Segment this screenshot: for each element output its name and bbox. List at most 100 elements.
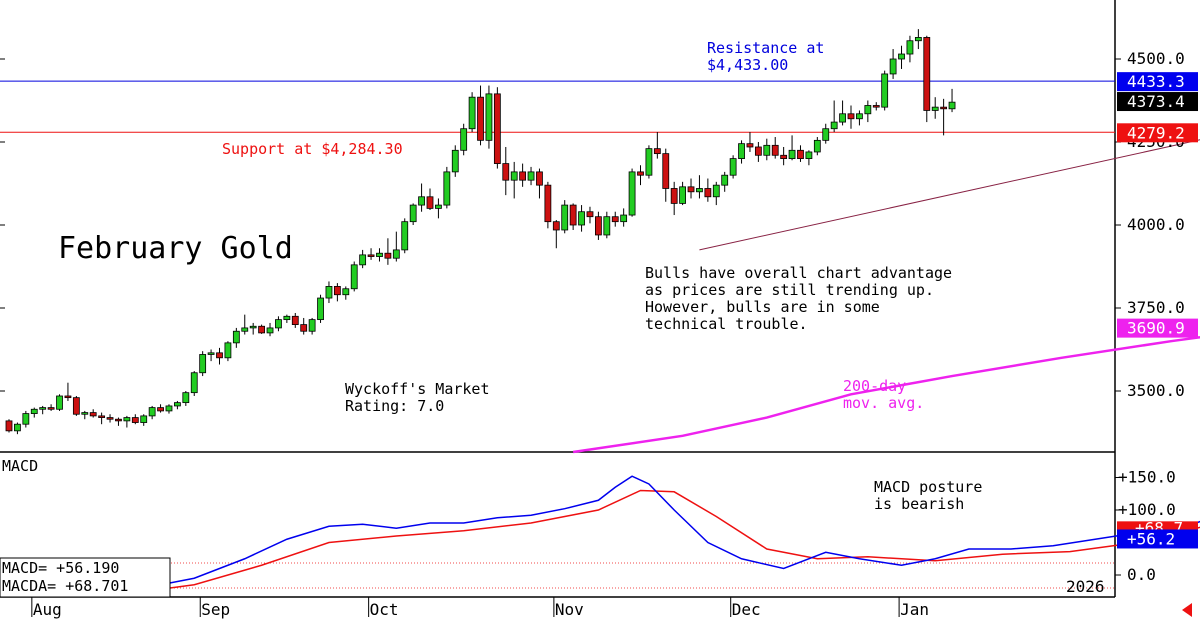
candle — [931, 97, 939, 119]
date-tick-label: Oct — [370, 600, 399, 619]
date-tick-label: Aug — [33, 600, 62, 619]
candle — [317, 294, 324, 323]
candle — [771, 137, 779, 159]
price-tag: 3690.9 — [1117, 318, 1198, 338]
candle — [906, 35, 914, 63]
price-tag: 4279.2 — [1117, 123, 1198, 143]
candle — [670, 181, 678, 216]
candle — [115, 417, 122, 426]
chart-title: February Gold — [58, 231, 293, 266]
year-label: 2026 — [1066, 577, 1105, 596]
candle — [940, 98, 948, 136]
candle — [367, 248, 375, 260]
price-tag: 4373.4 — [1117, 92, 1198, 112]
candle — [561, 200, 569, 234]
resistance-label: Resistance at — [707, 39, 824, 57]
candle — [696, 175, 703, 199]
candle — [687, 178, 695, 199]
candle — [805, 150, 813, 166]
macd-tick-label: +150.0 — [1118, 468, 1176, 487]
svg-text:+56.2: +56.2 — [1127, 529, 1175, 548]
candle — [333, 283, 341, 302]
macd-line — [8, 475, 1200, 597]
candle — [283, 314, 291, 323]
candle — [578, 205, 585, 232]
candle — [232, 327, 240, 348]
candle — [603, 211, 611, 239]
candle — [510, 161, 518, 199]
candle — [39, 405, 47, 415]
candle — [249, 322, 257, 335]
candle — [628, 168, 636, 217]
svg-text:4373.4: 4373.4 — [1127, 92, 1185, 111]
candle — [106, 414, 114, 423]
candle — [56, 394, 63, 411]
price-tick-label: 3500.0 — [1127, 381, 1185, 400]
candle — [165, 404, 173, 414]
price-tag: 4433.3 — [1117, 72, 1198, 92]
candle — [342, 286, 350, 300]
candle — [763, 138, 771, 161]
outlook-line-3: However, bulls are in some — [645, 298, 880, 316]
candle — [586, 206, 594, 224]
candle — [544, 181, 552, 229]
ma-label-1: 200-day — [843, 377, 906, 395]
candle — [839, 100, 846, 126]
candle — [881, 70, 889, 111]
candle — [308, 317, 316, 335]
candle — [645, 145, 653, 179]
outlook-line-2: as prices are still trending up. — [645, 281, 934, 299]
candle — [948, 88, 956, 113]
candle — [813, 137, 821, 156]
candle — [224, 341, 232, 362]
candle — [216, 347, 223, 365]
candle — [435, 198, 442, 219]
candle — [502, 146, 510, 196]
candle — [72, 395, 80, 416]
candle — [611, 211, 619, 227]
macd-tick-label: 0.0 — [1127, 565, 1156, 584]
candle — [207, 349, 215, 362]
outlook-line-4: technical trouble. — [645, 315, 808, 333]
support-label: Support at $4,284.30 — [222, 140, 403, 158]
date-tick-label: Jan — [900, 600, 929, 619]
candle — [923, 35, 931, 123]
candle — [729, 155, 737, 179]
svg-text:3690.9: 3690.9 — [1127, 319, 1185, 338]
candle — [173, 400, 181, 410]
candle — [190, 371, 198, 396]
candle — [182, 391, 190, 406]
candle — [30, 407, 38, 418]
macd-note-2: is bearish — [874, 495, 964, 513]
resistance-value-label: $4,433.00 — [707, 56, 788, 74]
macd-note-1: MACD posture — [874, 478, 982, 496]
candle — [148, 405, 156, 420]
candle — [266, 322, 274, 337]
candle — [157, 404, 164, 413]
date-tick-label: Dec — [732, 600, 761, 619]
date-tick-label: Sep — [201, 600, 230, 619]
candle — [679, 181, 686, 206]
price-tick-label: 4000.0 — [1127, 215, 1185, 234]
macd-panel-label: MACD — [2, 457, 38, 475]
candle — [451, 145, 459, 177]
candle — [300, 317, 308, 335]
candle — [376, 248, 383, 262]
candle — [418, 183, 425, 212]
candle — [536, 168, 543, 199]
candle — [409, 203, 417, 225]
candle — [788, 135, 796, 161]
candle — [485, 85, 493, 149]
candle — [780, 146, 788, 166]
candle — [620, 208, 628, 227]
candle — [140, 414, 148, 426]
candle — [291, 312, 299, 328]
scroll-left-arrow-icon[interactable] — [1182, 603, 1192, 617]
candle — [519, 163, 527, 187]
candle — [822, 123, 830, 144]
candle — [275, 316, 282, 332]
candle — [712, 181, 720, 206]
candle — [493, 87, 501, 169]
candle — [14, 422, 21, 435]
